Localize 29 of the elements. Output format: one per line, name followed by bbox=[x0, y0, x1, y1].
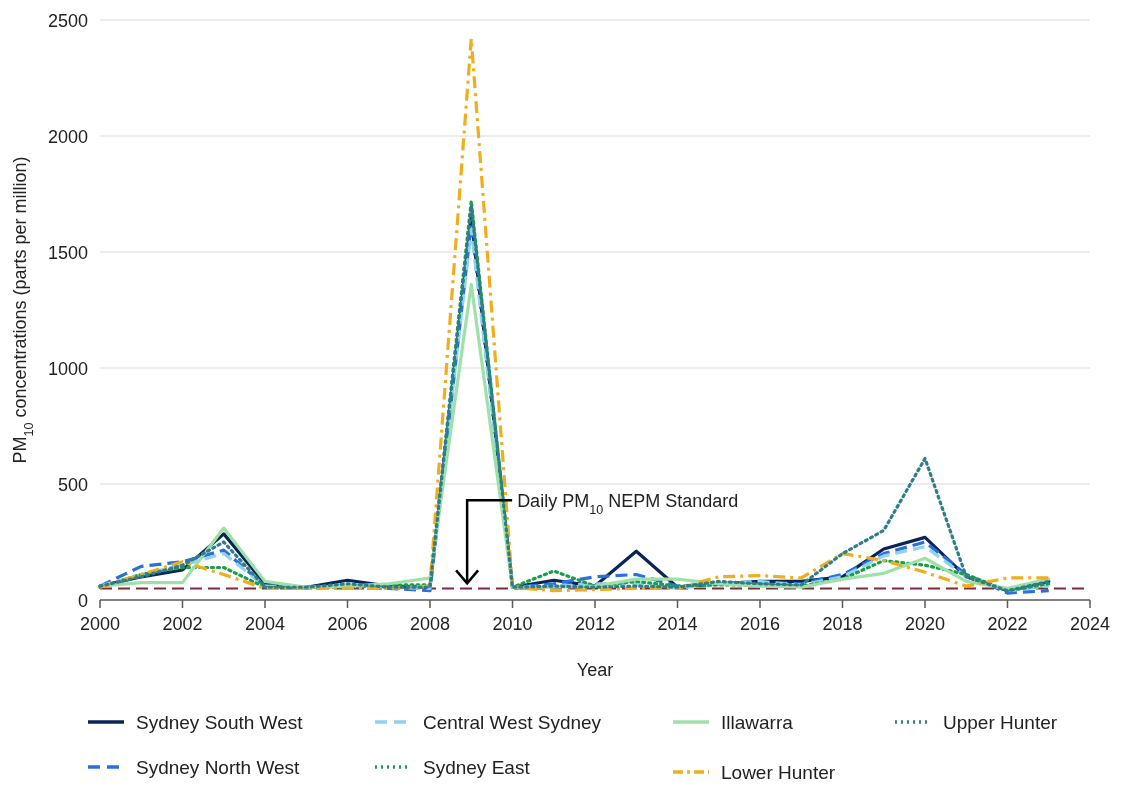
y-tick-label: 2500 bbox=[47, 11, 88, 31]
x-tick-label: 2000 bbox=[79, 614, 121, 634]
x-tick-label: 2014 bbox=[657, 614, 698, 634]
y-tick-label: 1000 bbox=[47, 359, 88, 379]
x-tick-label: 2016 bbox=[739, 614, 781, 634]
x-tick-label: 2020 bbox=[904, 614, 946, 634]
legend-label: Illawarra bbox=[721, 712, 794, 733]
x-tick-label: 2002 bbox=[162, 614, 203, 634]
ref-line-label: Daily PM$_{10}$ NEPM Standard bbox=[517, 491, 739, 518]
x-tick-label: 2006 bbox=[327, 614, 368, 634]
legend-label: Central West Sydney bbox=[423, 712, 602, 733]
y-tick-label: 2000 bbox=[47, 127, 88, 147]
line-series bbox=[98, 36, 1051, 593]
x-tick-label: 2008 bbox=[409, 614, 451, 634]
x-tick-label: 2012 bbox=[574, 614, 616, 634]
legend-label: Lower Hunter bbox=[721, 762, 836, 783]
x-axis-title: Year bbox=[576, 660, 614, 680]
x-tick-label: 2004 bbox=[244, 614, 286, 634]
legend-label: Sydney East bbox=[423, 757, 531, 778]
y-tick-label: 500 bbox=[57, 475, 88, 495]
x-tick-label: 2024 bbox=[1069, 614, 1111, 634]
legend-label: Sydney North West bbox=[136, 757, 301, 778]
x-tick-label: 2018 bbox=[822, 614, 863, 634]
legend-label: Upper Hunter bbox=[943, 712, 1058, 733]
y-tick-label: 0 bbox=[77, 591, 88, 611]
x-tick-label: 2010 bbox=[492, 614, 533, 634]
x-tick-label: 2022 bbox=[987, 614, 1028, 634]
y-tick-label: 1500 bbox=[47, 243, 88, 263]
legend-label: Sydney South West bbox=[136, 712, 304, 733]
